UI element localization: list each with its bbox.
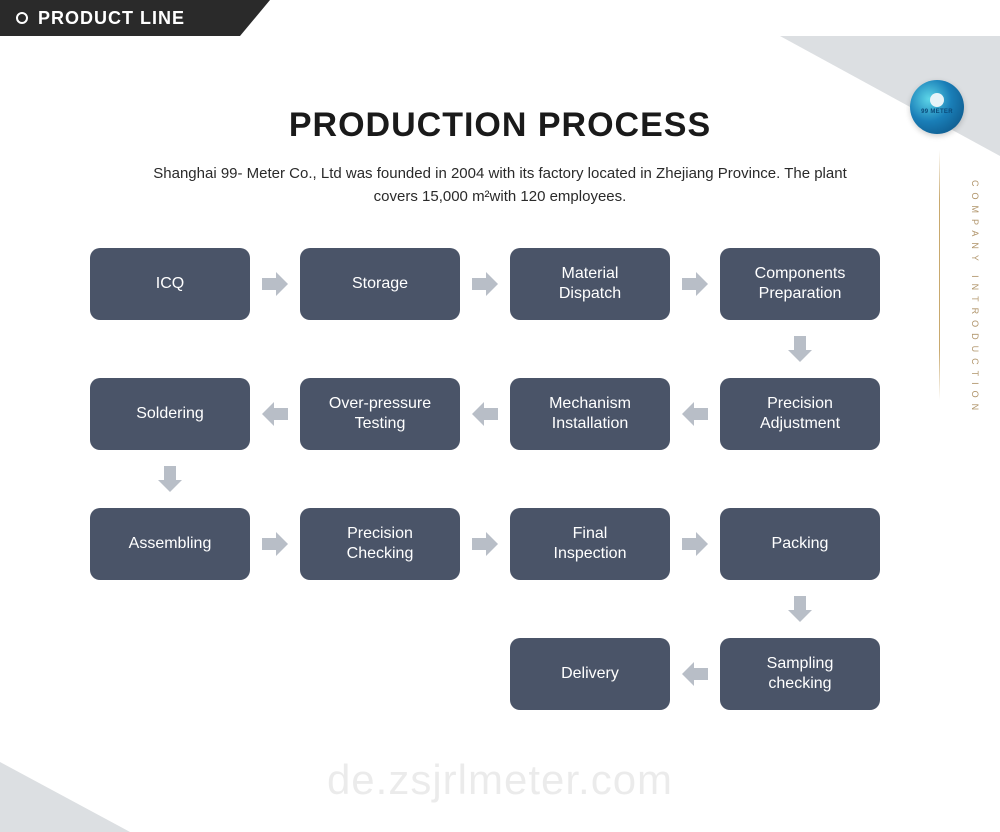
arrow-right-icon — [468, 267, 502, 301]
flow-box-over-pressure-testing: Over-pressureTesting — [300, 378, 460, 450]
flow-box-mechanism-installation: MechanismInstallation — [510, 378, 670, 450]
side-vertical-text: COMPANY INTRODUCTION — [970, 180, 980, 416]
decor-triangle-top — [780, 36, 1000, 156]
flow-box-components-preparation: ComponentsPreparation — [720, 248, 880, 320]
flow-box-precision-checking: PrecisionChecking — [300, 508, 460, 580]
arrow-right-icon — [258, 267, 292, 301]
arrow-right-icon — [468, 527, 502, 561]
arrow-right-icon — [678, 267, 712, 301]
flow-box-label: Packing — [772, 534, 829, 554]
flow-box-label: MaterialDispatch — [559, 264, 621, 304]
arrow-left-icon — [678, 397, 712, 431]
flow-box-label: MechanismInstallation — [549, 394, 631, 434]
arrow-left-icon — [468, 397, 502, 431]
flow-box-label: Storage — [352, 274, 408, 294]
arrow-left-icon — [258, 397, 292, 431]
brand-logo: 99 METER — [910, 80, 964, 134]
decor-gold-line — [939, 150, 940, 400]
flow-box-delivery: Delivery — [510, 638, 670, 710]
flow-box-label: Samplingchecking — [767, 654, 834, 694]
flow-box-label: FinalInspection — [554, 524, 627, 564]
page-subtitle: Shanghai 99- Meter Co., Ltd was founded … — [150, 163, 850, 208]
header-bullet-icon — [16, 12, 28, 24]
flow-box-label: Assembling — [129, 534, 212, 554]
arrow-down-icon — [783, 332, 817, 366]
arrow-down-icon — [783, 592, 817, 626]
arrow-down-icon — [153, 462, 187, 496]
flow-box-label: ICQ — [156, 274, 184, 294]
flow-box-label: Over-pressureTesting — [329, 394, 431, 434]
flow-box-label: Delivery — [561, 664, 619, 684]
flow-box-storage: Storage — [300, 248, 460, 320]
decor-triangle-bottom — [0, 762, 130, 832]
logo-inner-icon — [930, 93, 944, 107]
flow-box-label: Soldering — [136, 404, 204, 424]
arrow-right-icon — [258, 527, 292, 561]
logo-text: 99 METER — [921, 109, 953, 115]
flow-box-material-dispatch: MaterialDispatch — [510, 248, 670, 320]
header-title: PRODUCT LINE — [38, 8, 185, 29]
flow-box-final-inspection: FinalInspection — [510, 508, 670, 580]
header-bar: PRODUCT LINE — [0, 0, 1000, 36]
arrow-right-icon — [678, 527, 712, 561]
flow-box-soldering: Soldering — [90, 378, 250, 450]
flow-box-packing: Packing — [720, 508, 880, 580]
flow-box-assembling: Assembling — [90, 508, 250, 580]
flow-box-icq: ICQ — [90, 248, 250, 320]
flowchart: ICQ Storage MaterialDispatch ComponentsPrep… — [90, 248, 910, 768]
flow-box-precision-adjustment: PrecisionAdjustment — [720, 378, 880, 450]
flow-box-label: PrecisionAdjustment — [760, 394, 840, 434]
watermark-text: de.zsjrlmeter.com — [327, 756, 673, 804]
flow-box-label: PrecisionChecking — [347, 524, 414, 564]
arrow-left-icon — [678, 657, 712, 691]
flow-box-label: ComponentsPreparation — [755, 264, 846, 304]
flow-box-sampling-checking: Samplingchecking — [720, 638, 880, 710]
